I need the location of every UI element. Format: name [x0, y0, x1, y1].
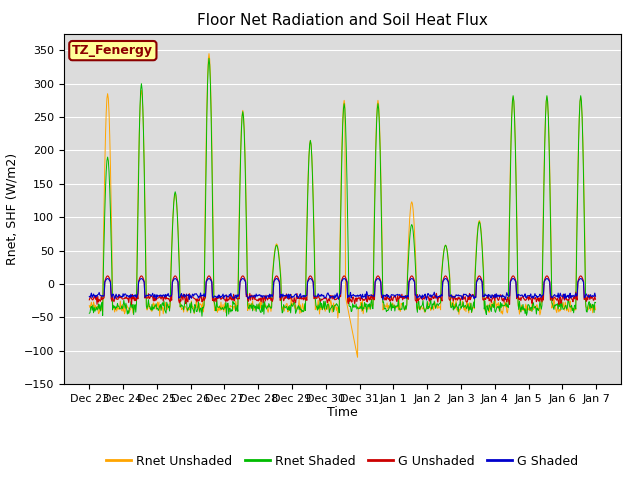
Text: TZ_Fenergy: TZ_Fenergy	[72, 44, 154, 57]
Legend: Rnet Unshaded, Rnet Shaded, G Unshaded, G Shaded: Rnet Unshaded, Rnet Shaded, G Unshaded, …	[101, 450, 584, 473]
X-axis label: Time: Time	[327, 407, 358, 420]
Y-axis label: Rnet, SHF (W/m2): Rnet, SHF (W/m2)	[5, 153, 19, 265]
Title: Floor Net Radiation and Soil Heat Flux: Floor Net Radiation and Soil Heat Flux	[197, 13, 488, 28]
